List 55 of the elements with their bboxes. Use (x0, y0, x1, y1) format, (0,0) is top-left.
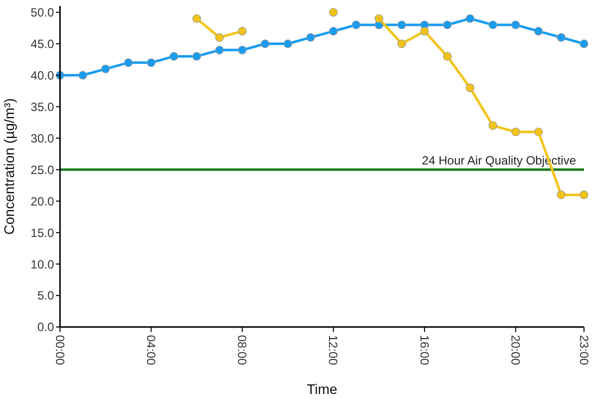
point (215, 33, 224, 42)
x-tick-label: 08:00 (235, 335, 250, 366)
y-tick-label: 20.0 (30, 194, 54, 208)
y-tick-label: 30.0 (30, 131, 54, 146)
point (443, 52, 452, 61)
point (556, 190, 566, 200)
point (260, 39, 270, 48)
point (238, 26, 247, 36)
point (534, 128, 543, 136)
y-tick-label: 15.0 (30, 226, 54, 240)
point (215, 46, 224, 54)
point (329, 26, 338, 36)
point (488, 121, 498, 130)
point (101, 64, 110, 74)
x-tick-label: 16:00 (417, 335, 432, 366)
point (443, 20, 452, 30)
point (329, 8, 338, 17)
y-tick-label: 35.0 (30, 100, 54, 114)
point (466, 14, 474, 23)
point (78, 70, 88, 80)
x-tick-label: 00:00 (52, 335, 67, 366)
point (238, 46, 247, 54)
y-tick-label: 5.0 (37, 288, 54, 303)
y-tick-label: 10.0 (30, 257, 54, 272)
point (488, 20, 498, 30)
y-tick-label: 50.0 (30, 5, 54, 20)
point (511, 128, 520, 136)
point (284, 39, 292, 48)
y-tick-label: 25.0 (30, 162, 54, 177)
x-axis-title: Time (306, 381, 338, 397)
point (511, 20, 520, 30)
point (420, 26, 429, 36)
y-tick-label: 45.0 (30, 36, 54, 51)
point (170, 52, 178, 61)
point (556, 33, 566, 42)
point (466, 84, 474, 92)
point (397, 39, 406, 48)
point (124, 58, 133, 67)
point (397, 20, 406, 30)
x-tick-label: 12:00 (326, 335, 340, 366)
point (580, 39, 588, 48)
point (534, 26, 543, 36)
y-tick-label: 0.0 (37, 320, 54, 334)
y-tick-label: 40.0 (30, 68, 54, 82)
y-axis-title: Concentration (µg/m³) (1, 98, 17, 235)
x-tick-label: 23:00 (576, 335, 591, 366)
x-tick-label: 04:00 (144, 335, 158, 366)
x-tick-label: 20:00 (508, 335, 522, 366)
point (580, 190, 588, 200)
point (192, 14, 201, 23)
point (352, 20, 360, 30)
point (146, 58, 156, 67)
point (192, 52, 201, 61)
point (306, 33, 315, 42)
point (374, 14, 384, 23)
